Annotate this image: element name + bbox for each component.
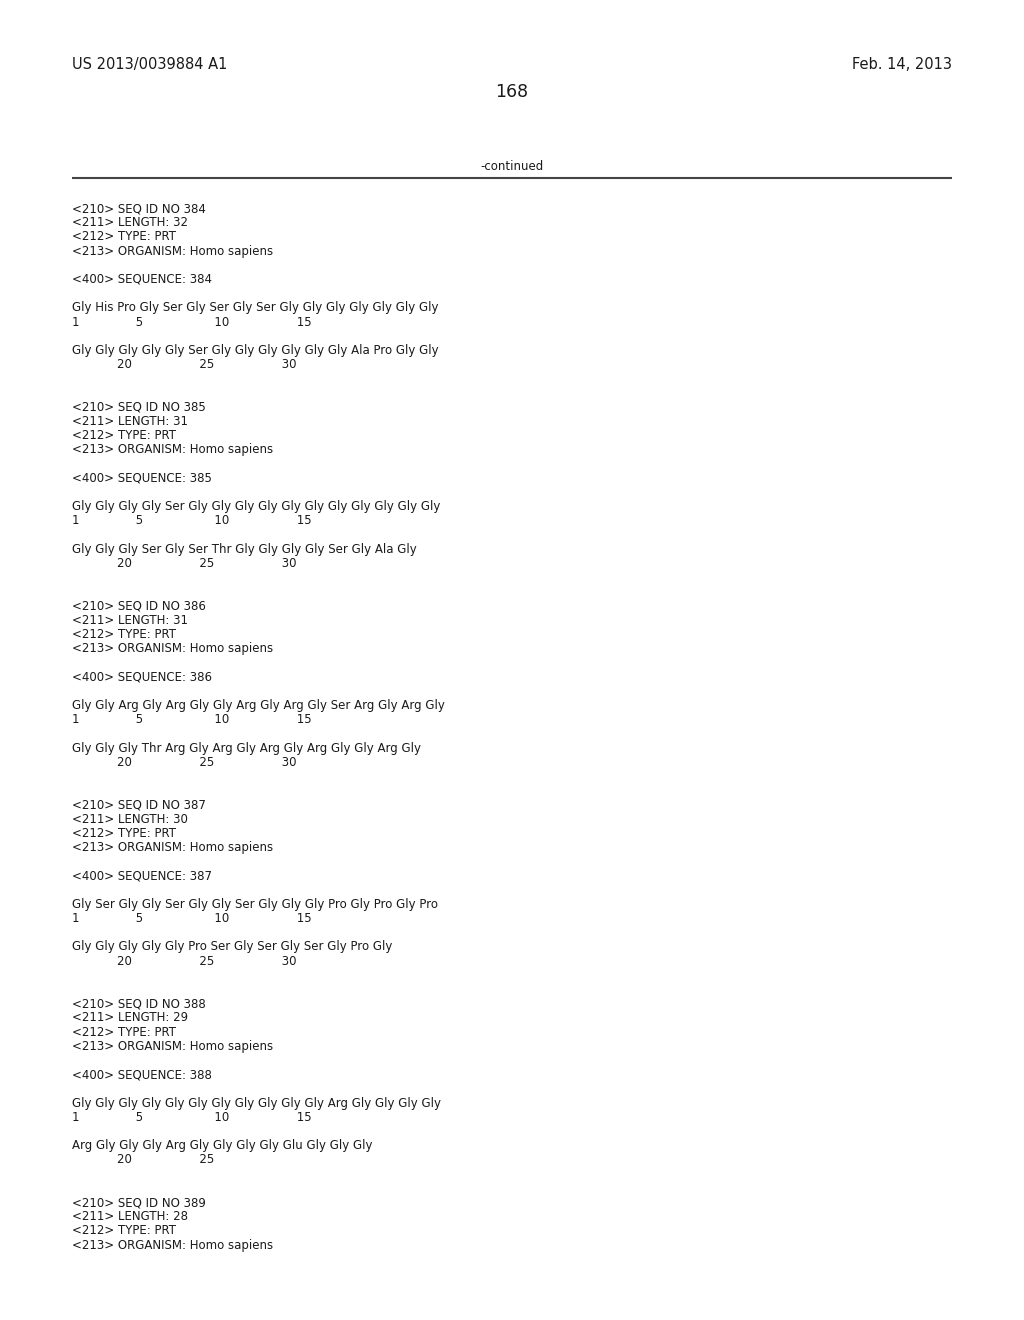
Text: 1               5                   10                  15: 1 5 10 15: [72, 912, 311, 925]
Text: <400> SEQUENCE: 384: <400> SEQUENCE: 384: [72, 273, 212, 286]
Text: <400> SEQUENCE: 386: <400> SEQUENCE: 386: [72, 671, 212, 684]
Text: <213> ORGANISM: Homo sapiens: <213> ORGANISM: Homo sapiens: [72, 444, 273, 457]
Text: <211> LENGTH: 30: <211> LENGTH: 30: [72, 813, 187, 825]
Text: -continued: -continued: [480, 160, 544, 173]
Text: Gly Gly Gly Gly Gly Pro Ser Gly Ser Gly Ser Gly Pro Gly: Gly Gly Gly Gly Gly Pro Ser Gly Ser Gly …: [72, 940, 392, 953]
Text: Feb. 14, 2013: Feb. 14, 2013: [852, 57, 952, 73]
Text: <212> TYPE: PRT: <212> TYPE: PRT: [72, 231, 176, 243]
Text: <212> TYPE: PRT: <212> TYPE: PRT: [72, 1225, 176, 1237]
Text: <210> SEQ ID NO 385: <210> SEQ ID NO 385: [72, 401, 206, 413]
Text: 20                  25                  30: 20 25 30: [72, 756, 297, 768]
Text: Arg Gly Gly Gly Arg Gly Gly Gly Gly Glu Gly Gly Gly: Arg Gly Gly Gly Arg Gly Gly Gly Gly Glu …: [72, 1139, 373, 1152]
Text: <211> LENGTH: 31: <211> LENGTH: 31: [72, 614, 188, 627]
Text: Gly Ser Gly Gly Ser Gly Gly Ser Gly Gly Gly Pro Gly Pro Gly Pro: Gly Ser Gly Gly Ser Gly Gly Ser Gly Gly …: [72, 898, 438, 911]
Text: 20                  25                  30: 20 25 30: [72, 557, 297, 570]
Text: <211> LENGTH: 32: <211> LENGTH: 32: [72, 216, 188, 230]
Text: <212> TYPE: PRT: <212> TYPE: PRT: [72, 826, 176, 840]
Text: 20                  25                  30: 20 25 30: [72, 358, 297, 371]
Text: 168: 168: [496, 83, 528, 102]
Text: <400> SEQUENCE: 385: <400> SEQUENCE: 385: [72, 471, 212, 484]
Text: <400> SEQUENCE: 387: <400> SEQUENCE: 387: [72, 870, 212, 882]
Text: Gly Gly Gly Gly Ser Gly Gly Gly Gly Gly Gly Gly Gly Gly Gly Gly: Gly Gly Gly Gly Ser Gly Gly Gly Gly Gly …: [72, 500, 440, 513]
Text: <213> ORGANISM: Homo sapiens: <213> ORGANISM: Homo sapiens: [72, 643, 273, 655]
Text: <210> SEQ ID NO 389: <210> SEQ ID NO 389: [72, 1196, 206, 1209]
Text: Gly Gly Gly Gly Gly Gly Gly Gly Gly Gly Gly Arg Gly Gly Gly Gly: Gly Gly Gly Gly Gly Gly Gly Gly Gly Gly …: [72, 1097, 441, 1110]
Text: <213> ORGANISM: Homo sapiens: <213> ORGANISM: Homo sapiens: [72, 1040, 273, 1053]
Text: US 2013/0039884 A1: US 2013/0039884 A1: [72, 57, 227, 73]
Text: Gly Gly Gly Thr Arg Gly Arg Gly Arg Gly Arg Gly Gly Arg Gly: Gly Gly Gly Thr Arg Gly Arg Gly Arg Gly …: [72, 742, 421, 755]
Text: Gly His Pro Gly Ser Gly Ser Gly Ser Gly Gly Gly Gly Gly Gly Gly: Gly His Pro Gly Ser Gly Ser Gly Ser Gly …: [72, 301, 438, 314]
Text: <212> TYPE: PRT: <212> TYPE: PRT: [72, 628, 176, 642]
Text: <211> LENGTH: 31: <211> LENGTH: 31: [72, 414, 188, 428]
Text: 1               5                   10                  15: 1 5 10 15: [72, 1111, 311, 1123]
Text: <213> ORGANISM: Homo sapiens: <213> ORGANISM: Homo sapiens: [72, 1238, 273, 1251]
Text: <210> SEQ ID NO 387: <210> SEQ ID NO 387: [72, 799, 206, 812]
Text: <213> ORGANISM: Homo sapiens: <213> ORGANISM: Homo sapiens: [72, 841, 273, 854]
Text: <211> LENGTH: 29: <211> LENGTH: 29: [72, 1011, 188, 1024]
Text: Gly Gly Gly Gly Gly Ser Gly Gly Gly Gly Gly Gly Ala Pro Gly Gly: Gly Gly Gly Gly Gly Ser Gly Gly Gly Gly …: [72, 345, 438, 356]
Text: <210> SEQ ID NO 384: <210> SEQ ID NO 384: [72, 202, 206, 215]
Text: 20                  25                  30: 20 25 30: [72, 954, 297, 968]
Text: 1               5                   10                  15: 1 5 10 15: [72, 315, 311, 329]
Text: <400> SEQUENCE: 388: <400> SEQUENCE: 388: [72, 1068, 212, 1081]
Text: <211> LENGTH: 28: <211> LENGTH: 28: [72, 1210, 188, 1224]
Text: 1               5                   10                  15: 1 5 10 15: [72, 713, 311, 726]
Text: <210> SEQ ID NO 388: <210> SEQ ID NO 388: [72, 997, 206, 1010]
Text: Gly Gly Gly Ser Gly Ser Thr Gly Gly Gly Gly Ser Gly Ala Gly: Gly Gly Gly Ser Gly Ser Thr Gly Gly Gly …: [72, 543, 417, 556]
Text: <213> ORGANISM: Homo sapiens: <213> ORGANISM: Homo sapiens: [72, 244, 273, 257]
Text: <210> SEQ ID NO 386: <210> SEQ ID NO 386: [72, 599, 206, 612]
Text: <212> TYPE: PRT: <212> TYPE: PRT: [72, 429, 176, 442]
Text: 20                  25: 20 25: [72, 1154, 214, 1167]
Text: 1               5                   10                  15: 1 5 10 15: [72, 515, 311, 528]
Text: <212> TYPE: PRT: <212> TYPE: PRT: [72, 1026, 176, 1039]
Text: Gly Gly Arg Gly Arg Gly Gly Arg Gly Arg Gly Ser Arg Gly Arg Gly: Gly Gly Arg Gly Arg Gly Gly Arg Gly Arg …: [72, 700, 444, 711]
